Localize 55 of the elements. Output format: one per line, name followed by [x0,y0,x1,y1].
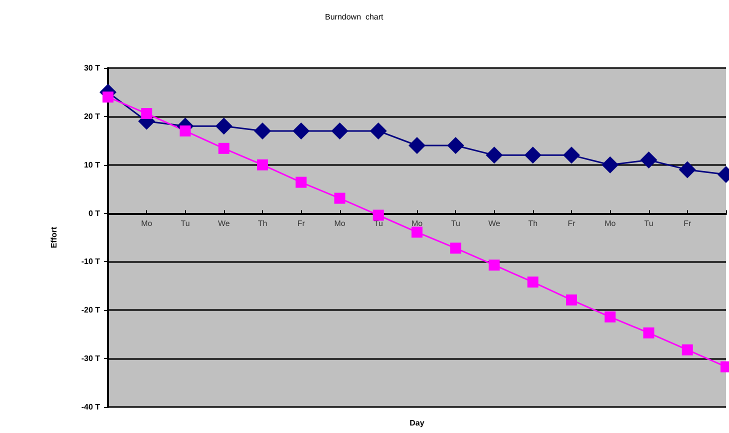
x-tick-label: Th [528,218,538,228]
x-tick-label: Mo [411,218,424,228]
point [447,136,464,154]
x-tick-label: We [488,218,501,228]
x-tick-label: Mo [604,218,616,228]
x-tick-label: Fr [297,218,306,228]
point [215,118,232,135]
point [604,311,616,322]
point [180,125,191,136]
x-tick-label: Tu [374,218,383,228]
point [141,108,152,120]
point [372,210,384,221]
point [563,146,580,164]
point [640,152,658,169]
point [682,344,693,356]
y-tick-label: 20 T [84,112,100,121]
x-tick-label: Fr [568,218,576,228]
y-tick-label: 30 T [84,64,100,72]
y-tick-label: -10 T [81,257,100,266]
x-tick-label: Mo [334,218,346,228]
chart-title: Burndown chart [325,12,384,22]
point [218,142,230,154]
point [408,136,426,154]
x-tick-label: Fr [684,218,692,228]
x-tick-label: Tu [644,218,654,228]
y-axis-title: Effort [50,226,58,248]
point [257,159,268,170]
point [566,294,577,306]
y-tick-label: -30 T [81,354,100,364]
point [254,122,271,140]
x-tick-label: Tu [180,218,190,228]
x-tick-label: Mo [141,218,153,228]
point [296,176,307,188]
x-tick-label: Th [258,218,268,228]
point [334,192,346,204]
point [524,146,542,164]
point [450,242,462,254]
point [486,146,503,164]
y-tick-label: -20 T [81,306,100,315]
y-tick-label: 10 T [84,160,100,170]
point [602,156,619,174]
point [488,260,500,271]
x-axis-title: Day [410,418,425,428]
point [527,276,538,288]
point [643,327,654,338]
y-tick-label: -40 T [81,402,100,412]
point [412,226,422,238]
x-tick-label: We [218,218,230,228]
point [370,122,387,140]
point [678,161,696,178]
point [292,122,310,140]
y-tick-label: 0 T [88,208,100,218]
x-tick-label: Tu [451,218,460,228]
point [331,122,348,140]
point [102,92,114,103]
